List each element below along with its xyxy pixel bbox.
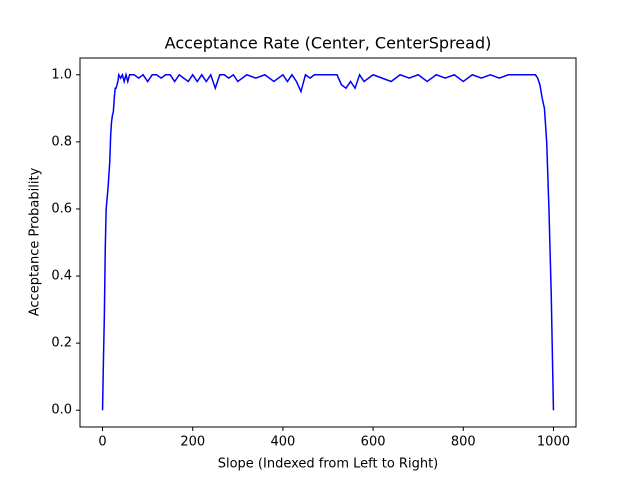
x-axis-label: Slope (Indexed from Left to Right)	[218, 457, 439, 472]
x-tick-label: 200	[180, 435, 205, 450]
y-tick-label: 0.4	[51, 269, 72, 284]
y-tick-label: 0.6	[51, 201, 72, 216]
x-tick-label: 1000	[537, 435, 570, 450]
y-tick-label: 0.8	[51, 134, 72, 149]
x-tick-label: 0	[98, 435, 106, 450]
chart-title: Acceptance Rate (Center, CenterSpread)	[165, 34, 492, 53]
x-tick-label: 800	[451, 435, 476, 450]
y-tick-label: 0.0	[51, 403, 72, 418]
x-tick-label: 400	[270, 435, 295, 450]
data-line	[101, 71, 555, 411]
y-axis-label: Acceptance Probability	[28, 167, 43, 316]
plot-frame	[79, 57, 577, 428]
y-tick-label: 1.0	[51, 67, 72, 82]
y-tick-label: 0.2	[51, 336, 72, 351]
x-tick-label: 600	[361, 435, 386, 450]
